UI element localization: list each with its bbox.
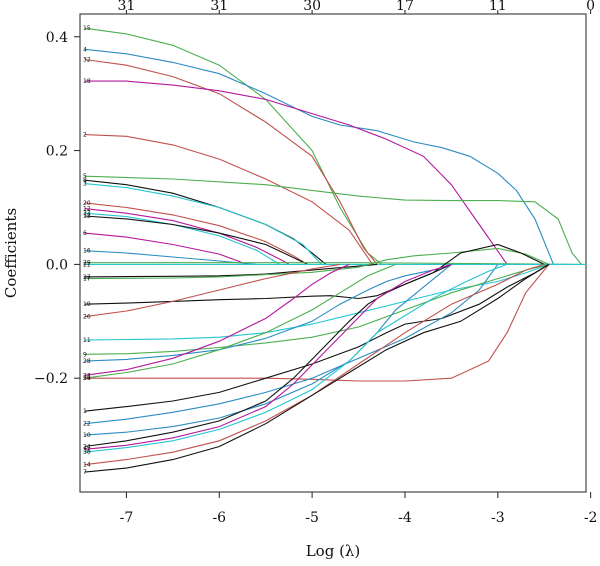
series-line-17 <box>84 247 550 280</box>
x-tick-label: -5 <box>305 510 319 526</box>
series-line-30 <box>84 263 508 453</box>
path-label-4: 4 <box>83 46 87 53</box>
series-line-25 <box>84 264 550 382</box>
path-label-5: 5 <box>83 173 87 180</box>
path-label-24: 24 <box>83 443 91 450</box>
series-line-1 <box>84 263 550 412</box>
path-label-layer: 1543218258320123313616292127171926119282… <box>83 25 91 476</box>
top-tick-label: 11 <box>489 0 507 14</box>
series-line-14 <box>84 263 545 466</box>
series-line-27 <box>84 263 378 278</box>
series-line-16 <box>84 250 257 265</box>
y-tick-label: 0.0 <box>46 257 68 273</box>
series-line-31 <box>84 263 452 450</box>
series-line-7 <box>84 263 550 473</box>
series-line-19 <box>84 243 545 305</box>
path-label-7: 7 <box>83 469 87 476</box>
series-layer <box>84 27 587 473</box>
series-line-13 <box>84 215 308 265</box>
path-label-22: 22 <box>83 421 91 428</box>
path-label-26: 26 <box>83 314 91 321</box>
top-tick-label: 17 <box>396 0 414 14</box>
plot-frame <box>79 13 587 493</box>
top-tick-label: 31 <box>210 0 228 14</box>
path-label-25: 25 <box>83 375 91 382</box>
path-label-27: 27 <box>83 274 91 281</box>
path-label-29: 29 <box>83 260 91 267</box>
top-tick-label: 30 <box>303 0 321 14</box>
series-line-9 <box>84 263 550 355</box>
series-line-33 <box>84 212 280 265</box>
path-label-14: 14 <box>83 462 91 469</box>
series-line-29 <box>84 262 587 265</box>
path-label-21: 21 <box>83 261 91 268</box>
path-label-17: 17 <box>83 276 91 283</box>
path-label-13: 13 <box>83 213 91 220</box>
y-tick-label: −0.2 <box>34 371 68 387</box>
series-line-20 <box>84 202 308 265</box>
x-axis-title: Log (λ) <box>306 542 361 560</box>
y-axis: −0.2 0.0 0.2 0.4 <box>34 30 80 387</box>
path-label-11: 11 <box>83 337 91 344</box>
series-line-6 <box>84 232 248 265</box>
x-tick-label: -7 <box>120 510 134 526</box>
path-label-34: 34 <box>83 375 91 382</box>
y-tick-label: 0.2 <box>46 144 68 160</box>
path-label-12: 12 <box>83 206 91 213</box>
path-label-19: 19 <box>83 301 91 308</box>
x-tick-label: -4 <box>398 510 412 526</box>
series-line-3 <box>84 183 322 265</box>
series-line-32 <box>84 58 378 265</box>
path-label-9: 9 <box>83 351 87 358</box>
path-label-33: 33 <box>83 210 91 217</box>
path-label-15: 15 <box>83 25 91 32</box>
top-tick-label: 0 <box>586 0 595 14</box>
path-label-18: 18 <box>83 78 91 85</box>
series-line-2 <box>84 134 373 265</box>
path-label-31: 31 <box>83 446 91 453</box>
path-label-3: 3 <box>83 181 87 188</box>
series-line-4 <box>84 48 555 265</box>
path-label-23: 23 <box>83 372 91 379</box>
y-tick-label: 0.4 <box>46 30 68 46</box>
path-label-28: 28 <box>83 358 91 365</box>
path-label-6: 6 <box>83 230 87 237</box>
series-line-10 <box>84 263 452 436</box>
top-axis: 31 31 30 17 11 0 <box>118 0 595 14</box>
top-tick-label: 31 <box>118 0 136 14</box>
series-line-22 <box>84 264 499 425</box>
y-axis-title: Coefficients <box>2 208 20 298</box>
x-tick-label: -2 <box>584 510 598 526</box>
x-axis: -7 -6 -5 -4 -3 -2 <box>120 492 598 526</box>
series-line-15 <box>84 27 383 265</box>
series-line-26 <box>84 263 341 318</box>
path-label-10: 10 <box>83 432 91 439</box>
path-label-32: 32 <box>83 57 91 64</box>
path-label-2: 2 <box>83 132 87 139</box>
series-line-24 <box>84 263 452 448</box>
x-tick-label: -3 <box>491 510 505 526</box>
x-tick-label: -6 <box>212 510 226 526</box>
series-line-34 <box>84 263 396 379</box>
series-line-18 <box>84 80 508 265</box>
path-label-8: 8 <box>83 177 87 184</box>
path-label-16: 16 <box>83 248 91 255</box>
series-line-28 <box>84 263 452 362</box>
series-line-5 <box>84 175 582 265</box>
path-label-30: 30 <box>83 449 91 456</box>
path-label-20: 20 <box>83 200 91 207</box>
series-line-23 <box>84 263 350 376</box>
path-label-1: 1 <box>83 408 87 415</box>
plot-area: 1543218258320123313616292127171926119282… <box>79 13 587 493</box>
